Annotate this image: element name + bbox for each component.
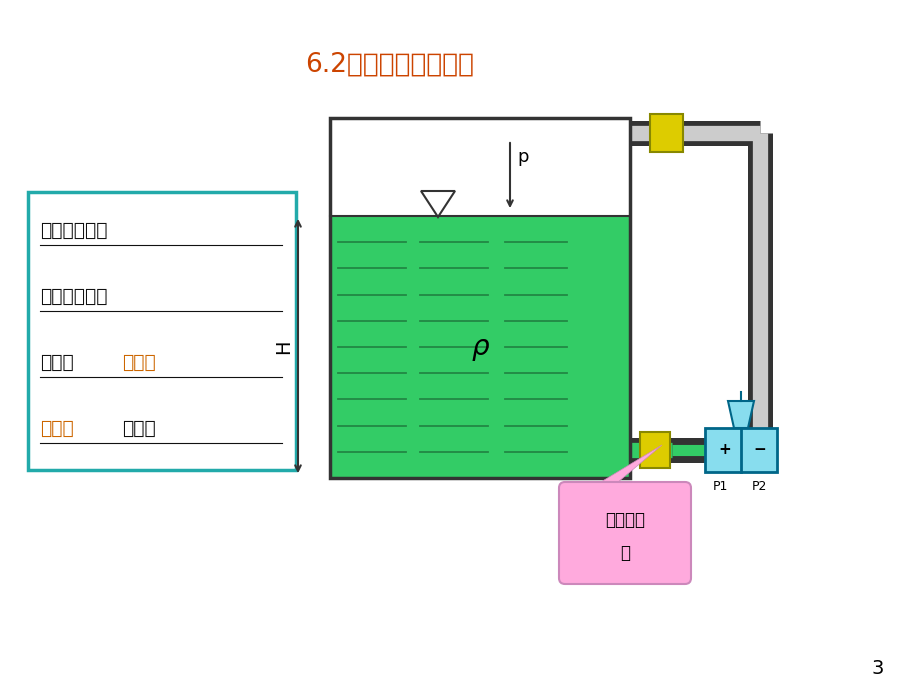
Bar xyxy=(28,192,296,470)
Text: P1: P1 xyxy=(712,480,728,493)
Text: p: p xyxy=(516,148,528,166)
Polygon shape xyxy=(590,445,662,488)
Text: 差压变送器作: 差压变送器作 xyxy=(40,221,108,239)
Text: 器: 器 xyxy=(619,544,630,562)
FancyBboxPatch shape xyxy=(559,482,690,584)
Text: 差压变送: 差压变送 xyxy=(605,511,644,529)
Text: +: + xyxy=(718,442,730,457)
Text: 6.2静压式物位检测；: 6.2静压式物位检测； xyxy=(305,52,473,78)
Text: 输出。: 输出。 xyxy=(122,419,155,437)
Text: 3: 3 xyxy=(871,658,883,678)
Bar xyxy=(330,118,630,478)
Bar xyxy=(650,114,682,152)
Bar xyxy=(330,216,630,478)
Text: H: H xyxy=(274,339,293,354)
Polygon shape xyxy=(727,401,754,428)
Text: 标准电: 标准电 xyxy=(122,353,155,371)
Text: P2: P2 xyxy=(751,480,766,493)
Bar xyxy=(704,428,777,472)
Text: −: − xyxy=(753,442,766,457)
Text: 流信号: 流信号 xyxy=(40,419,74,437)
Text: 用：将压差信: 用：将压差信 xyxy=(40,286,108,306)
Text: ρ: ρ xyxy=(471,333,488,361)
Bar xyxy=(640,432,669,468)
Text: 号变成: 号变成 xyxy=(40,353,74,371)
